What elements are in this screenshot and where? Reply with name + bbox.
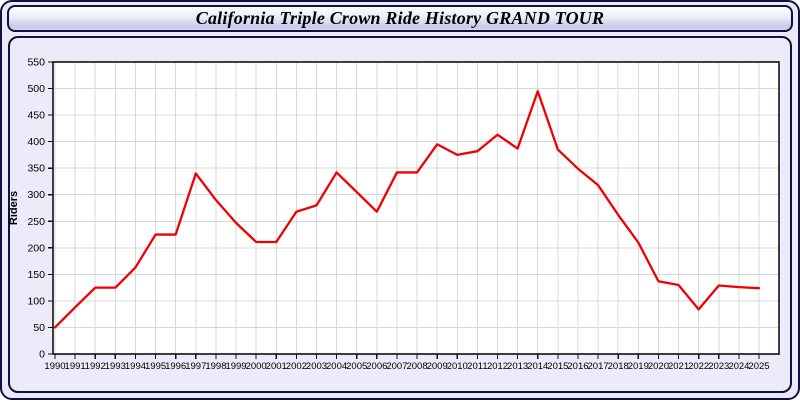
- data-line: [53, 90, 761, 329]
- x-tick-label: 2014: [527, 361, 548, 372]
- y-tick-label: 350: [27, 163, 45, 175]
- x-tick-label: 2009: [427, 361, 448, 372]
- x-tick-label: 2019: [628, 361, 649, 372]
- x-tick-label: 1995: [145, 361, 166, 372]
- y-tick-label: 300: [27, 189, 45, 201]
- y-tick-label: 100: [27, 295, 45, 307]
- x-tick-label: 2011: [467, 361, 487, 372]
- x-tick-label: 2017: [588, 361, 609, 372]
- x-tick-label: 1993: [105, 361, 126, 372]
- y-tick-label: 150: [27, 269, 45, 281]
- x-tick-label: 1990: [44, 361, 65, 372]
- x-tick-label: 2002: [286, 361, 307, 372]
- plot-background: [53, 62, 779, 354]
- x-tick-label: 2003: [306, 361, 327, 372]
- y-tick-label: 250: [27, 216, 45, 228]
- page-title: California Triple Crown Ride History GRA…: [195, 8, 605, 28]
- x-tick-label: 2006: [366, 361, 387, 372]
- x-tick-label: 2008: [406, 361, 427, 372]
- x-tick-label: 2021: [668, 361, 689, 372]
- x-tick-label: 2024: [728, 361, 749, 372]
- x-tick-label: 2016: [567, 361, 588, 372]
- y-tick-label: 0: [39, 349, 45, 361]
- y-tick-label: 200: [27, 242, 45, 254]
- x-tick-label: 2023: [708, 361, 729, 372]
- axis-ticks: [48, 61, 760, 359]
- grid-lines: [53, 61, 779, 354]
- y-tick-label: 450: [27, 110, 45, 122]
- y-tick-label: 550: [27, 57, 45, 69]
- x-tick-label: 2022: [688, 361, 709, 372]
- x-tick-label: 2010: [447, 361, 468, 372]
- x-tick-label: 1991: [65, 361, 86, 372]
- x-tick-label: 2007: [386, 361, 407, 372]
- y-tick-label: 500: [27, 83, 45, 95]
- y-tick-labels: 0 50 100 150 200 250 300 350 400 450 500 550: [27, 57, 45, 361]
- x-tick-label: 2025: [748, 361, 769, 372]
- x-tick-label: 2001: [266, 361, 287, 372]
- x-tick-label: 1996: [165, 361, 186, 372]
- x-tick-label: 2015: [547, 361, 568, 372]
- x-tick-label: 1992: [85, 361, 106, 372]
- x-tick-label: 2018: [608, 361, 629, 372]
- y-tick-label: 50: [33, 322, 45, 334]
- title-bar: California Triple Crown Ride History GRA…: [7, 5, 793, 32]
- x-tick-label: 1999: [225, 361, 246, 372]
- x-tick-label: 2000: [246, 361, 267, 372]
- x-tick-label: 2005: [346, 361, 367, 372]
- y-axis-title: Riders: [8, 191, 20, 225]
- x-tick-label: 2020: [648, 361, 669, 372]
- x-tick-label: 2013: [507, 361, 528, 372]
- axis-frame: [52, 61, 780, 355]
- y-tick-label: 400: [27, 136, 45, 148]
- x-tick-label: 2012: [487, 361, 508, 372]
- x-tick-label: 2004: [326, 361, 347, 372]
- x-tick-label: 1994: [125, 361, 146, 372]
- x-tick-label: 1998: [205, 361, 226, 372]
- x-tick-labels: 1990199119921993199419951996199719981999…: [44, 361, 769, 372]
- x-tick-label: 1997: [185, 361, 206, 372]
